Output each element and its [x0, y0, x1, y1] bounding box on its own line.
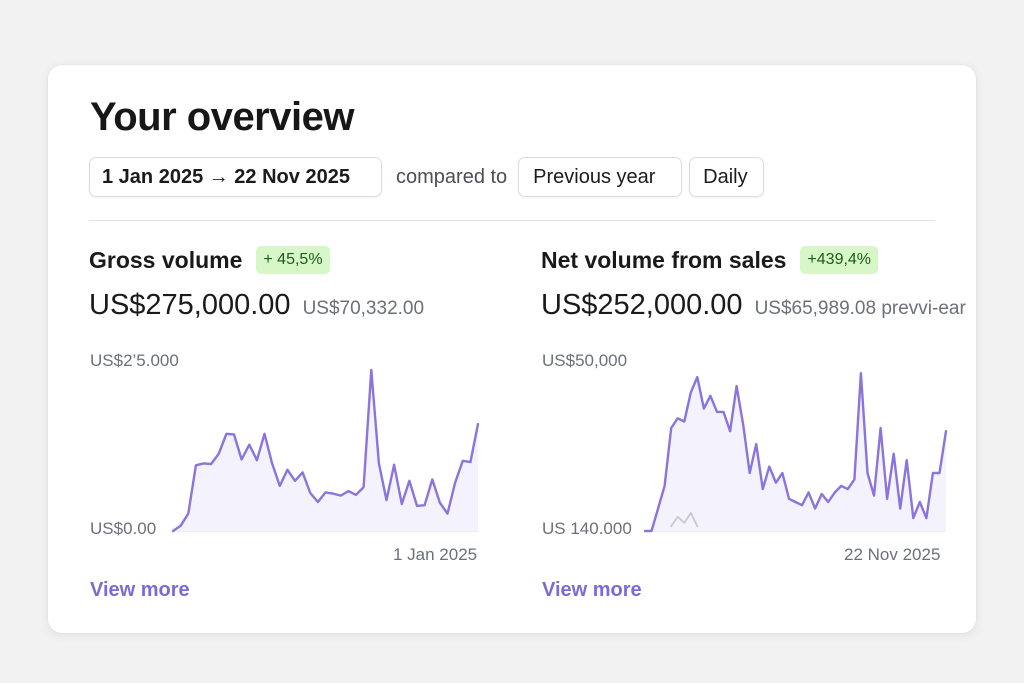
page-title: Your overview [90, 95, 354, 139]
change-badge: + 45,5% [256, 246, 330, 274]
comparison-period-select[interactable]: Previous year [518, 157, 683, 197]
series-area [173, 370, 478, 531]
overview-card: Your overview 1 Jan 2025 → 22 Nov 2025 c… [48, 65, 976, 633]
chart-plot [171, 368, 480, 533]
metric-value: US$252,000.00 [541, 289, 743, 321]
x-axis-end-label: 1 Jan 2025 [393, 545, 478, 564]
metric-title: Gross volume [89, 246, 243, 273]
series-line [171, 368, 480, 533]
x-axis-end-label: 22 Nov 2025 [844, 545, 941, 564]
comparison-series-line [670, 512, 699, 528]
net-volume-chart: US$50,000 US 140.000 22 Nov 2025 [500, 345, 948, 575]
previous-value: US$65,989.08 prevvi‑ear [754, 298, 966, 319]
change-badge: +439,4% [800, 246, 879, 274]
chart-plot [643, 372, 948, 533]
net-volume-metric: Net volume from sales +439,4% US$252,000… [541, 245, 981, 322]
gross-volume-chart: US$2’5.000 US$0.00 1 Jan 2025 [48, 345, 480, 575]
y-axis-max-label: US$50,000 [542, 351, 628, 370]
filter-bar: 1 Jan 2025 → 22 Nov 2025 compared to Pre… [89, 157, 765, 197]
divider [89, 220, 935, 221]
metric-title: Net volume from sales [541, 246, 787, 273]
gross-volume-view-more-link[interactable]: View more [90, 579, 190, 601]
compared-to-label: compared to [396, 165, 508, 188]
y-axis-min-label: US$0.00 [90, 519, 157, 538]
y-axis-max-label: US$2’5.000 [90, 351, 179, 370]
previous-value: US$70,332.00 [302, 298, 425, 319]
granularity-select[interactable]: Daily [689, 157, 765, 197]
gross-volume-metric: Gross volume + 45,5% US$275,000.00 US$70… [89, 245, 529, 322]
net-volume-view-more-link[interactable]: View more [542, 579, 642, 601]
metric-value: US$275,000.00 [89, 289, 291, 321]
series-line [643, 372, 948, 533]
date-range-picker[interactable]: 1 Jan 2025 → 22 Nov 2025 [89, 157, 382, 197]
y-axis-min-label: US 140.000 [542, 519, 632, 538]
